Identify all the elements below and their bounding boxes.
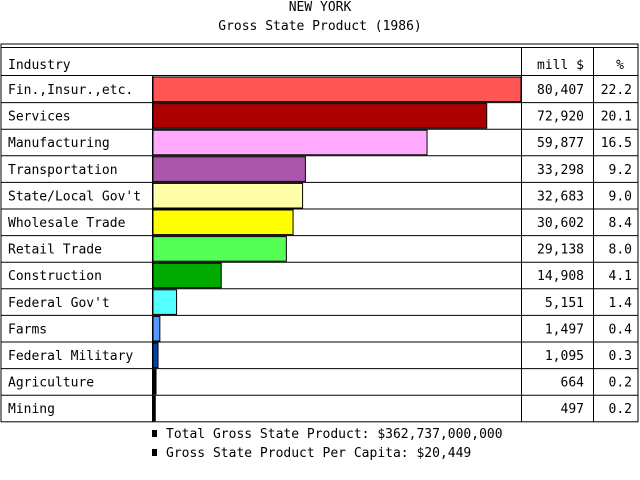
bar (152, 103, 488, 129)
percent-label: 9.2 (609, 163, 632, 178)
value-label: 14,908 (537, 269, 584, 284)
category-label: Farms (8, 322, 47, 337)
category-label: Federal Military (8, 349, 133, 364)
footer-per-capita-text: Gross State Product Per Capita: $20,449 (166, 446, 472, 461)
category-label: Fin.,Insur.,etc. (8, 83, 133, 98)
category-label: Transportation (8, 163, 118, 178)
category-label: Wholesale Trade (8, 216, 126, 231)
value-label: 72,920 (537, 110, 584, 125)
value-label: 664 (561, 376, 585, 391)
bar (152, 262, 222, 289)
chart-title: NEW YORK (288, 0, 352, 15)
percent-label: 0.4 (609, 322, 633, 337)
percent-label: 22.2 (601, 83, 632, 98)
bar (152, 236, 287, 262)
value-label: 497 (561, 402, 584, 417)
bar (152, 129, 428, 156)
category-label: Retail Trade (8, 243, 102, 258)
value-label: 80,407 (537, 83, 584, 98)
category-label: Construction (8, 269, 102, 284)
value-label: 33,298 (537, 163, 584, 178)
percent-label: 0.3 (609, 349, 632, 364)
percent-label: 4.1 (609, 269, 632, 284)
bar (152, 156, 306, 182)
footer-total-text: Total Gross State Product: $362,737,000,… (166, 427, 503, 442)
value-label: 30,602 (537, 216, 584, 231)
header-value: mill $ (537, 58, 584, 73)
value-label: 32,683 (537, 189, 584, 204)
category-label: Agriculture (8, 376, 94, 391)
category-label: Manufacturing (8, 136, 110, 151)
bar (152, 289, 178, 315)
percent-label: 1.4 (609, 296, 633, 311)
bar (152, 342, 159, 369)
value-label: 1,095 (545, 349, 584, 364)
bar (152, 315, 161, 342)
percent-label: 20.1 (601, 110, 632, 125)
bullet-icon (152, 430, 157, 437)
percent-label: 9.0 (609, 189, 632, 204)
percent-label: 16.5 (601, 136, 632, 151)
value-label: 1,497 (545, 322, 584, 337)
footer-total: Total Gross State Product: $362,737,000,… (152, 428, 503, 442)
bar (152, 209, 294, 236)
header-percent: % (616, 58, 624, 73)
percent-label: 0.2 (609, 376, 632, 391)
value-label: 29,138 (537, 243, 584, 258)
bar (152, 395, 156, 422)
category-label: Federal Gov't (8, 296, 110, 311)
category-label: Services (8, 110, 71, 125)
bar (152, 76, 522, 103)
chart-subtitle: Gross State Product (1986) (218, 19, 422, 34)
bar (152, 369, 157, 395)
footer-per-capita: Gross State Product Per Capita: $20,449 (152, 447, 471, 461)
value-label: 5,151 (545, 296, 584, 311)
header-industry: Industry (8, 58, 71, 73)
category-label: Mining (8, 402, 55, 417)
percent-label: 8.0 (609, 243, 632, 258)
percent-label: 0.2 (609, 402, 632, 417)
value-label: 59,877 (537, 136, 584, 151)
percent-label: 8.4 (609, 216, 633, 231)
table-frame (0, 43, 639, 423)
category-label: State/Local Gov't (8, 189, 141, 204)
bar (152, 182, 304, 209)
bullet-icon (152, 449, 157, 456)
